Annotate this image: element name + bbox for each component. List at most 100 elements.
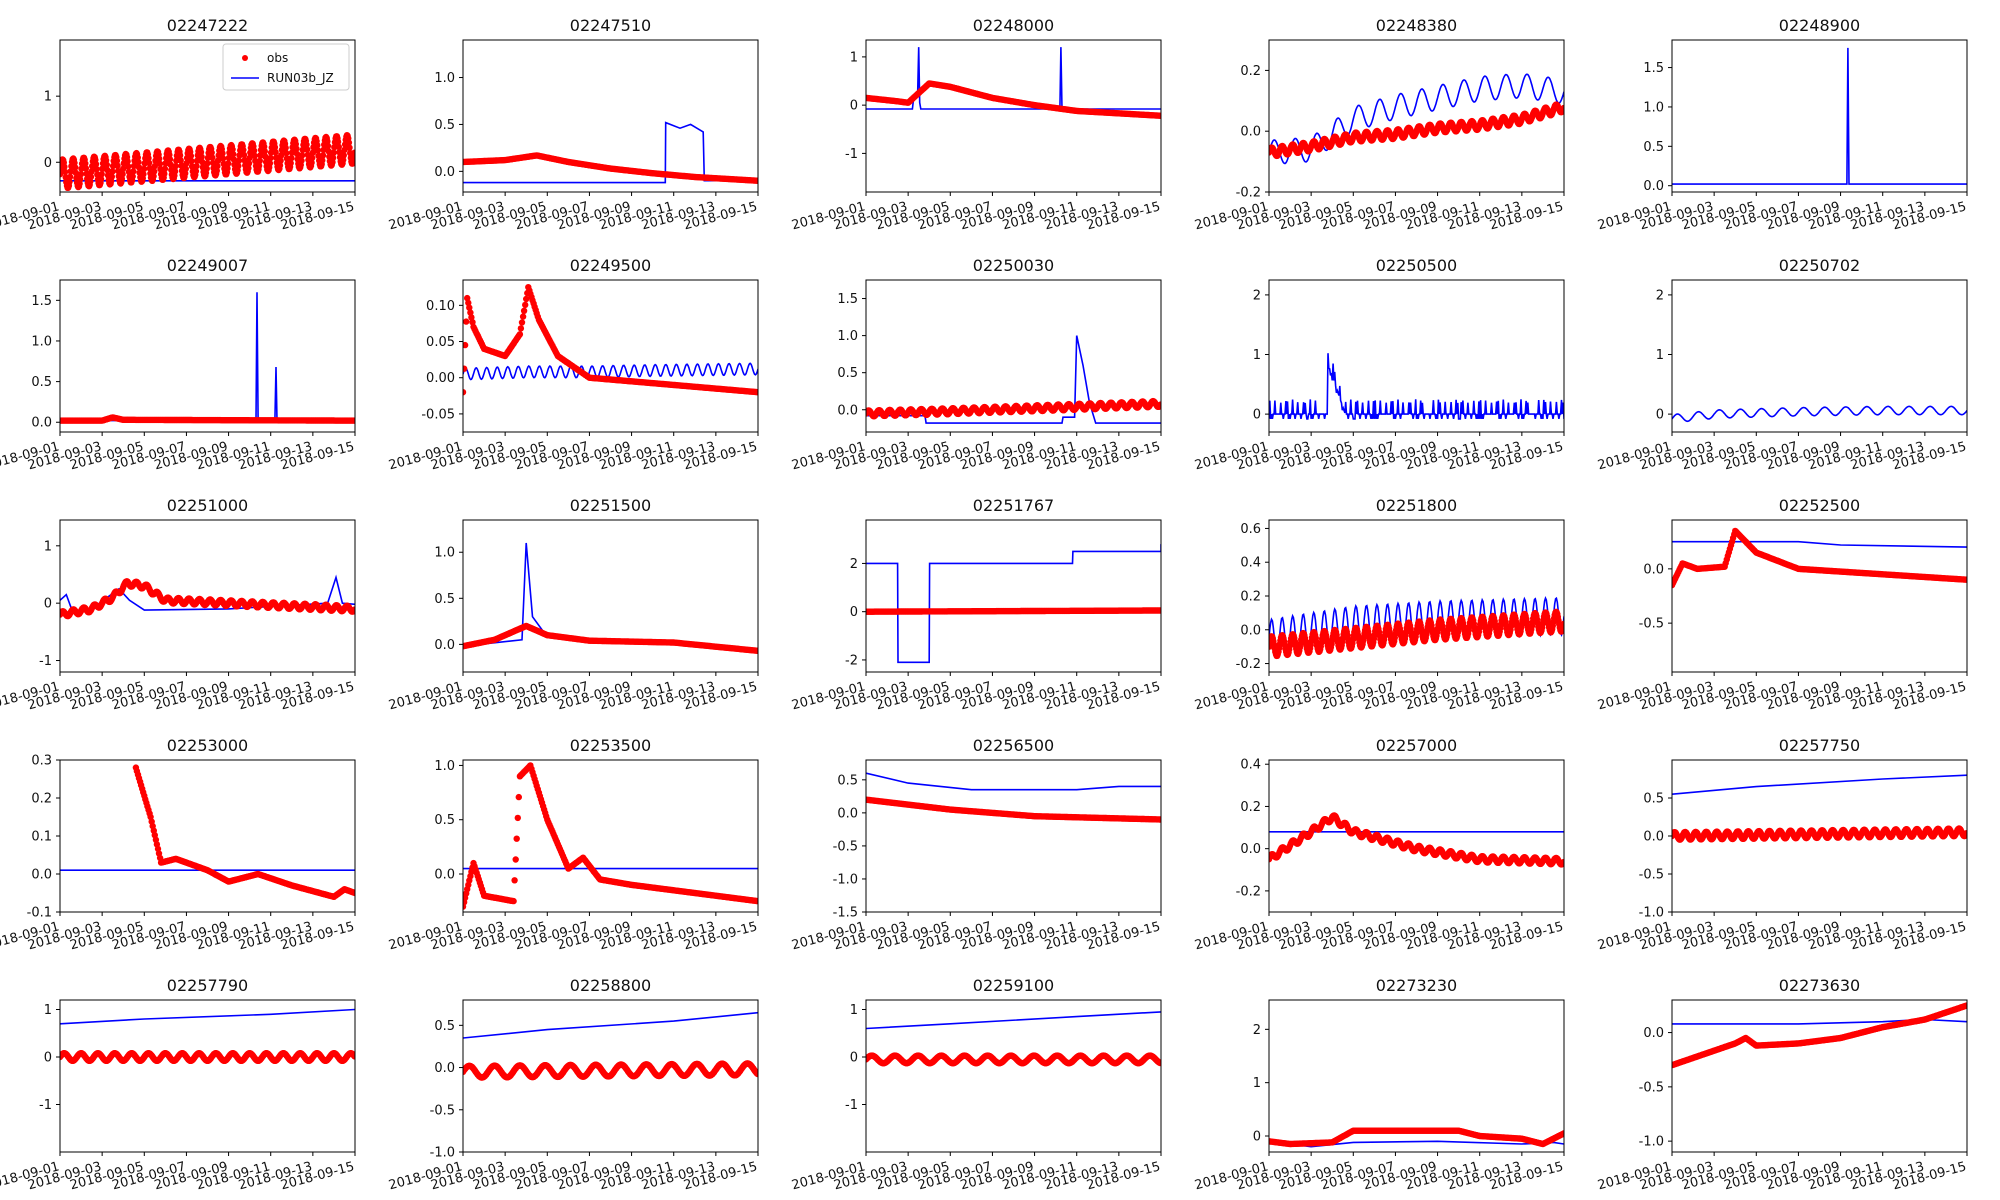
obs-point <box>754 177 758 184</box>
y-tick-label: 0 <box>850 99 858 114</box>
y-tick-label: 0.0 <box>31 416 52 431</box>
plot-area <box>60 132 355 191</box>
obs-point <box>335 143 342 150</box>
obs-point <box>314 147 322 154</box>
obs-point <box>99 165 106 172</box>
y-tick-label: 0.10 <box>426 299 455 314</box>
obs-point <box>225 160 232 167</box>
subplot-02247510: 022475100.00.51.02018-09-012018-09-03201… <box>387 16 759 233</box>
subplot-title: 02248900 <box>1779 16 1860 35</box>
obs-point <box>166 156 174 163</box>
obs-point <box>135 164 143 171</box>
obs-point <box>214 162 221 170</box>
obs-point <box>214 157 222 164</box>
subplot-title: 02247222 <box>167 16 248 35</box>
subplot-02249007: 022490070.00.51.01.52018-09-012018-09-03… <box>0 256 356 473</box>
obs-point <box>204 160 211 167</box>
plot-area <box>1269 353 1564 420</box>
obs-point <box>463 341 469 349</box>
y-tick-label: 0.05 <box>426 335 455 350</box>
obs-point <box>261 148 268 155</box>
obs-point <box>213 167 220 174</box>
subplot-02247222: 02247222012018-09-012018-09-032018-09-05… <box>0 16 356 233</box>
subplot-title: 02250030 <box>973 256 1054 275</box>
obs-point <box>146 165 153 172</box>
subplot-title: 02251500 <box>570 496 651 515</box>
y-tick-label: 1.0 <box>434 71 455 86</box>
y-tick-label: 0.2 <box>31 792 52 807</box>
obs-point <box>754 647 758 654</box>
sim-series-line <box>1269 353 1564 420</box>
y-tick-label: 0 <box>44 597 52 612</box>
y-tick-label: 0.00 <box>426 371 455 386</box>
obs-point <box>192 167 200 175</box>
y-tick-label: -1 <box>39 654 52 669</box>
obs-point <box>309 154 316 162</box>
obs-point <box>340 156 347 164</box>
obs-point <box>1157 112 1161 119</box>
axes-frame <box>1671 39 1968 193</box>
obs-point <box>135 158 142 166</box>
subplot-02248900: 022489000.00.51.01.52018-09-012018-09-03… <box>1596 16 1968 233</box>
obs-point <box>145 154 152 162</box>
y-tick-label: 1 <box>1253 348 1261 363</box>
obs-point <box>351 606 355 613</box>
sim-series-line <box>1269 73 1564 165</box>
y-tick-label: -2 <box>845 653 858 668</box>
obs-point <box>140 165 148 172</box>
obs-point <box>194 157 201 164</box>
obs-point <box>113 157 121 164</box>
obs-point <box>235 157 243 164</box>
obs-point <box>518 319 526 326</box>
subplot-02251500: 022515000.00.51.02018-09-012018-09-03201… <box>387 496 759 713</box>
subplot-title: 02247510 <box>570 16 651 35</box>
obs-point <box>219 155 227 162</box>
y-tick-label: 0.5 <box>837 366 858 381</box>
subplot-02253500: 022535000.00.51.02018-09-012018-09-03201… <box>387 736 759 953</box>
obs-point <box>162 160 169 167</box>
legend-obs-marker <box>242 55 248 61</box>
axes-frame <box>865 519 1162 673</box>
obs-point <box>72 164 79 171</box>
plot-area <box>60 292 355 424</box>
obs-point <box>108 173 116 180</box>
obs-point <box>334 138 342 146</box>
obs-point <box>519 313 527 320</box>
obs-point <box>182 170 189 177</box>
obs-point <box>319 152 327 159</box>
subplot-title: 02249007 <box>167 256 248 275</box>
obs-point <box>345 139 353 146</box>
obs-series-points <box>866 397 1161 420</box>
subplot-02249500: 02249500-0.050.000.050.102018-09-012018-… <box>387 256 759 473</box>
obs-point <box>61 168 69 176</box>
subplot-02251767: 02251767-2022018-09-012018-09-032018-09-… <box>790 496 1162 713</box>
sim-series-line <box>866 544 1161 664</box>
axes-frame <box>1268 39 1565 193</box>
obs-point <box>271 144 279 151</box>
obs-point <box>103 161 111 168</box>
subplot-title: 02249500 <box>570 256 651 275</box>
obs-point <box>88 168 95 175</box>
obs-series-points <box>463 622 758 654</box>
obs-point <box>324 142 332 150</box>
plot-area <box>1672 405 1967 423</box>
obs-point <box>1560 620 1564 628</box>
subplot-02252500: 02252500-0.50.02018-09-012018-09-032018-… <box>1596 496 1968 713</box>
obs-point <box>66 173 74 181</box>
obs-series-points <box>1672 527 1967 589</box>
subplot-title: 02248380 <box>1376 16 1457 35</box>
obs-point <box>246 154 253 162</box>
y-tick-label: 0.0 <box>1240 623 1261 638</box>
obs-point <box>176 152 184 159</box>
obs-point <box>463 365 468 372</box>
obs-series-points <box>60 414 355 424</box>
obs-point <box>303 141 310 148</box>
obs-point <box>161 165 169 172</box>
obs-point <box>172 162 179 170</box>
obs-point <box>330 149 337 156</box>
plot-area <box>60 764 355 900</box>
obs-point <box>130 168 137 175</box>
obs-point <box>125 163 132 170</box>
obs-point <box>109 168 116 175</box>
